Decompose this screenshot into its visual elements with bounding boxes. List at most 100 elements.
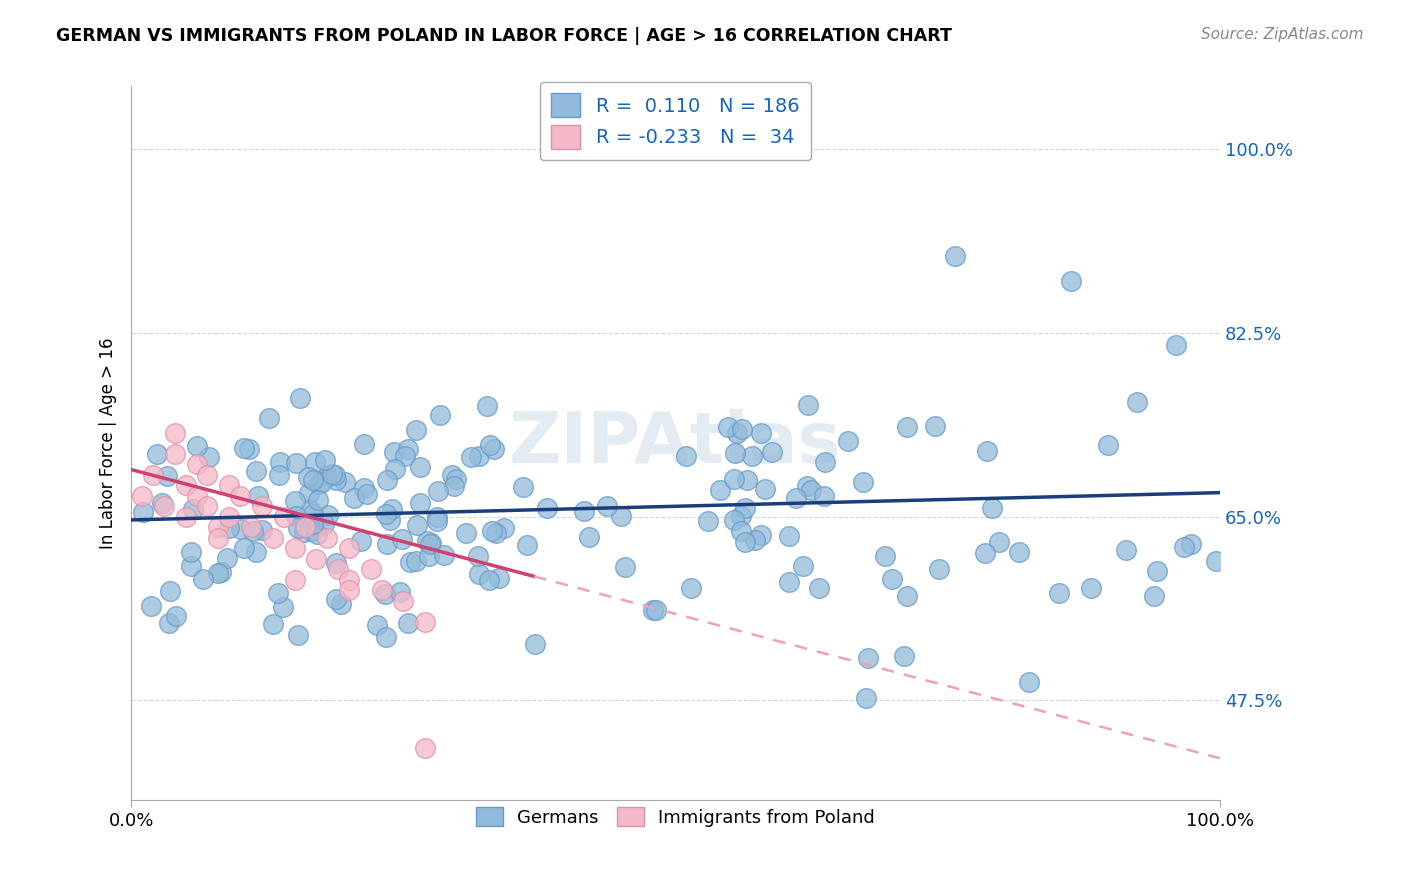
Point	[807, 581, 830, 595]
Point	[193, 572, 215, 586]
Point	[734, 500, 756, 515]
Point	[675, 449, 697, 463]
Point	[375, 537, 398, 551]
Point	[596, 500, 619, 514]
Point	[375, 630, 398, 644]
Point	[165, 609, 187, 624]
Point	[207, 531, 229, 545]
Point	[250, 500, 273, 514]
Point	[186, 489, 208, 503]
Point	[131, 505, 153, 519]
Point	[679, 582, 702, 596]
Point	[174, 509, 197, 524]
Point	[981, 501, 1004, 516]
Point	[153, 500, 176, 514]
Point	[475, 399, 498, 413]
Point	[1115, 543, 1137, 558]
Point	[734, 534, 756, 549]
Point	[287, 628, 309, 642]
Point	[391, 532, 413, 546]
Point	[1173, 540, 1195, 554]
Point	[163, 425, 186, 440]
Point	[245, 464, 267, 478]
Point	[186, 457, 208, 471]
Point	[418, 549, 440, 564]
Point	[741, 449, 763, 463]
Point	[180, 558, 202, 573]
Point	[301, 516, 323, 531]
Point	[443, 479, 465, 493]
Point	[456, 526, 478, 541]
Point	[516, 538, 538, 552]
Point	[330, 597, 353, 611]
Point	[413, 740, 436, 755]
Point	[304, 455, 326, 469]
Point	[157, 615, 180, 630]
Point	[426, 509, 449, 524]
Point	[356, 486, 378, 500]
Point	[856, 650, 879, 665]
Point	[717, 420, 740, 434]
Point	[316, 531, 339, 545]
Point	[1097, 438, 1119, 452]
Text: GERMAN VS IMMIGRANTS FROM POLAND IN LABOR FORCE | AGE > 16 CORRELATION CHART: GERMAN VS IMMIGRANTS FROM POLAND IN LABO…	[56, 27, 952, 45]
Point	[478, 438, 501, 452]
Point	[297, 470, 319, 484]
Point	[375, 473, 398, 487]
Point	[724, 446, 747, 460]
Point	[163, 447, 186, 461]
Point	[207, 520, 229, 534]
Point	[307, 493, 329, 508]
Point	[360, 562, 382, 576]
Text: Source: ZipAtlas.com: Source: ZipAtlas.com	[1201, 27, 1364, 42]
Point	[988, 535, 1011, 549]
Point	[481, 524, 503, 538]
Point	[343, 491, 366, 506]
Point	[269, 468, 291, 483]
Point	[333, 475, 356, 490]
Point	[259, 410, 281, 425]
Point	[325, 556, 347, 570]
Point	[778, 529, 800, 543]
Point	[523, 637, 546, 651]
Point	[409, 496, 432, 510]
Point	[460, 450, 482, 464]
Point	[1047, 585, 1070, 599]
Point	[287, 520, 309, 534]
Point	[1018, 675, 1040, 690]
Point	[305, 526, 328, 541]
Point	[399, 555, 422, 569]
Point	[337, 573, 360, 587]
Point	[778, 574, 800, 589]
Point	[875, 549, 897, 563]
Point	[427, 483, 450, 498]
Point	[725, 425, 748, 440]
Point	[405, 518, 427, 533]
Y-axis label: In Labor Force | Age > 16: In Labor Force | Age > 16	[100, 337, 117, 549]
Point	[233, 541, 256, 556]
Point	[292, 525, 315, 540]
Point	[730, 524, 752, 538]
Point	[1126, 394, 1149, 409]
Point	[730, 423, 752, 437]
Point	[337, 541, 360, 556]
Point	[141, 599, 163, 614]
Point	[240, 520, 263, 534]
Point	[419, 536, 441, 550]
Point	[131, 489, 153, 503]
Point	[512, 479, 534, 493]
Point	[433, 548, 456, 562]
Point	[754, 482, 776, 496]
Point	[298, 503, 321, 517]
Point	[247, 489, 270, 503]
Point	[441, 468, 464, 483]
Point	[353, 481, 375, 495]
Point	[405, 553, 427, 567]
Point	[186, 439, 208, 453]
Point	[197, 467, 219, 482]
Point	[316, 508, 339, 523]
Point	[209, 565, 232, 579]
Point	[882, 572, 904, 586]
Point	[266, 586, 288, 600]
Point	[238, 442, 260, 456]
